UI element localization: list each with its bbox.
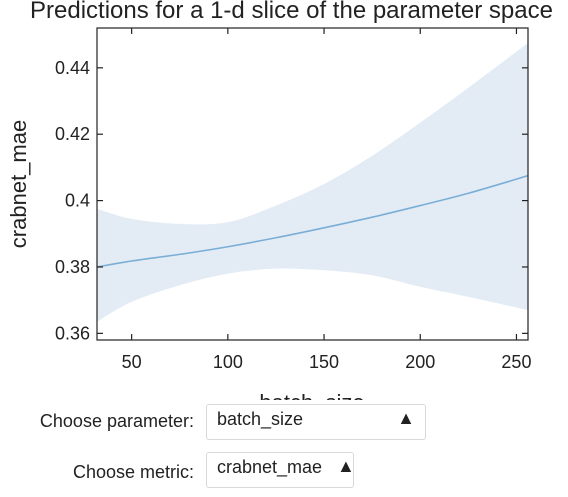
metric-select[interactable]: crabnet_mae ▲ — [206, 452, 355, 488]
x-tick-label: 50 — [122, 352, 142, 372]
y-tick-label: 0.42 — [55, 124, 90, 144]
triangle-up-icon: ▲ — [337, 456, 355, 476]
x-tick-label: 250 — [501, 352, 531, 372]
chart: Predictions for a 1-d slice of the param… — [6, 0, 553, 400]
x-tick-label: 150 — [309, 352, 339, 372]
parameter-label: Choose parameter: — [39, 411, 194, 431]
x-tick-label: 100 — [213, 352, 243, 372]
confidence-band — [97, 42, 528, 322]
y-tick-label: 0.36 — [55, 323, 90, 343]
x-tick-label: 200 — [405, 352, 435, 372]
plot-frame — [96, 27, 529, 341]
chart-title: Predictions for a 1-d slice of the param… — [30, 0, 553, 24]
y-tick-label: 0.38 — [55, 257, 90, 277]
y-axis-label: crabnet_mae — [6, 120, 31, 248]
parameter-select[interactable]: batch_size ▲ — [206, 404, 426, 440]
mean-prediction-line — [97, 174, 528, 268]
parameter-select-value: batch_size — [217, 409, 304, 429]
metric-select-value: crabnet_mae — [217, 457, 323, 477]
x-axis-label: batch_size — [259, 390, 364, 400]
y-tick-label: 0.44 — [55, 58, 90, 78]
triangle-up-icon: ▲ — [397, 408, 415, 428]
metric-label: Choose metric: — [72, 462, 194, 482]
y-tick-label: 0.4 — [65, 191, 90, 211]
